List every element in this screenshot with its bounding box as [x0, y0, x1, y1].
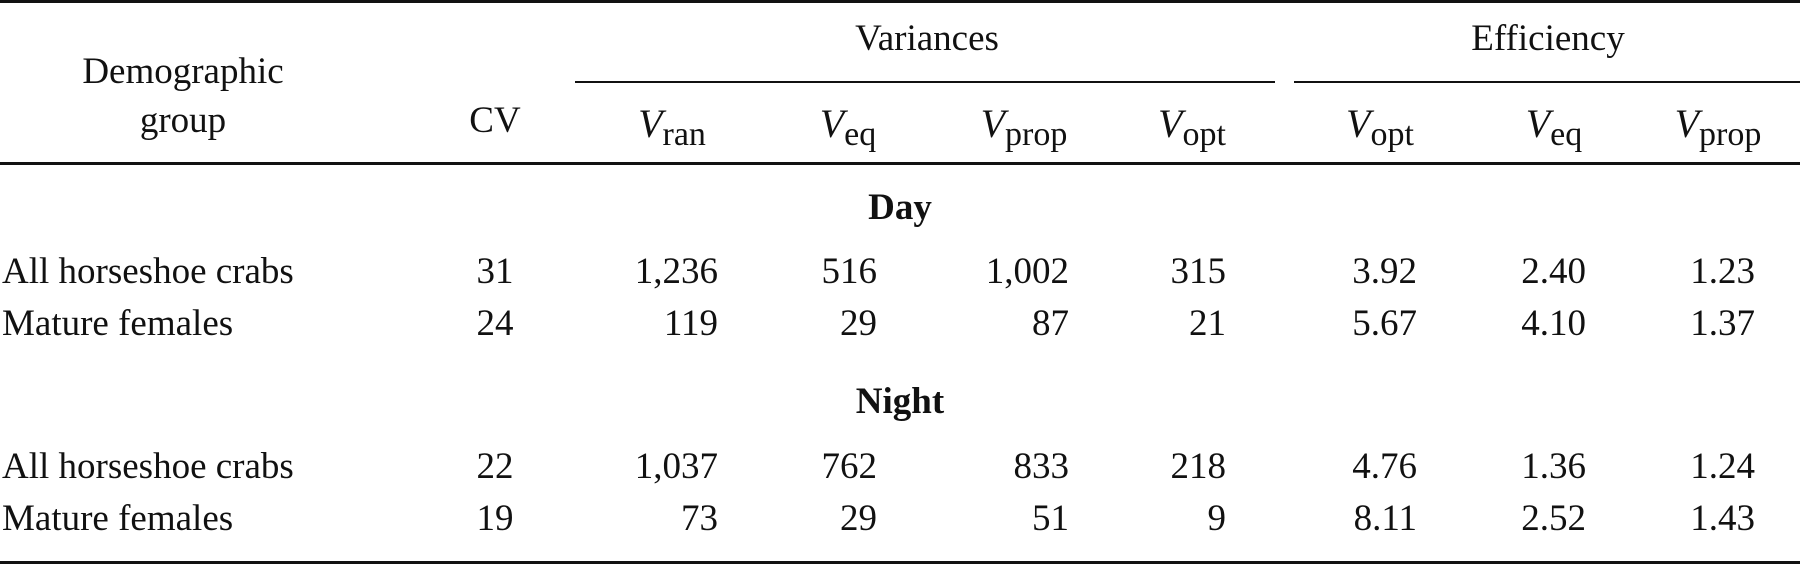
v-ran-cell: 1,236: [634, 251, 718, 292]
eff-v-prop-cell: 1.43: [1690, 498, 1755, 539]
row-label: Mature females: [2, 498, 234, 539]
eff-v-eq-cell: 2.40: [1521, 251, 1586, 292]
v-opt-cell: 218: [1170, 446, 1227, 487]
header-bottom-rule: [0, 162, 1800, 165]
demographic-header-line2: group: [139, 100, 227, 141]
header-v-eq: Veq: [819, 101, 877, 153]
top-rule: [0, 0, 1800, 3]
section-title-day: Day: [868, 187, 932, 228]
header-eff-v-opt: Vopt: [1346, 101, 1414, 153]
v-eq-cell: 29: [840, 303, 877, 344]
header-v-ran: Vran: [638, 101, 706, 153]
v-opt-cell: 315: [1170, 251, 1227, 292]
cv-header: CV: [469, 100, 521, 141]
demographic-header-line1: Demographic: [82, 51, 284, 92]
v-prop-cell: 51: [1032, 498, 1069, 539]
v-prop-cell: 1,002: [985, 251, 1069, 292]
eff-v-eq-cell: 2.52: [1521, 498, 1586, 539]
cv-cell: 31: [476, 251, 514, 292]
header-eff-v-prop: Vprop: [1674, 101, 1762, 153]
cv-cell: 22: [476, 446, 514, 487]
v-opt-cell: 9: [1207, 498, 1227, 539]
variances-group-rule: [575, 81, 1275, 83]
header-eff-v-eq: Veq: [1525, 101, 1583, 153]
eff-v-opt-cell: 3.92: [1352, 251, 1417, 292]
eff-v-prop-cell: 1.24: [1690, 446, 1755, 487]
cv-cell: 19: [476, 498, 514, 539]
v-eq-cell: 762: [821, 446, 878, 487]
header-v-opt: Vopt: [1158, 101, 1226, 153]
eff-v-eq-cell: 1.36: [1521, 446, 1586, 487]
v-eq-cell: 516: [821, 251, 878, 292]
v-ran-cell: 73: [681, 498, 718, 539]
header-v-prop: Vprop: [980, 101, 1068, 153]
row-label: All horseshoe crabs: [2, 446, 294, 487]
eff-v-opt-cell: 5.67: [1352, 303, 1417, 344]
variances-group-header: Variances: [855, 18, 999, 59]
v-ran-cell: 119: [663, 303, 718, 344]
eff-v-opt-cell: 8.11: [1353, 498, 1417, 539]
row-label: Mature females: [2, 303, 234, 344]
v-ran-cell: 1,037: [634, 446, 718, 487]
efficiency-group-rule: [1294, 81, 1800, 83]
efficiency-group-header: Efficiency: [1471, 18, 1625, 59]
v-opt-cell: 21: [1189, 303, 1226, 344]
v-eq-cell: 29: [840, 498, 877, 539]
eff-v-prop-cell: 1.37: [1690, 303, 1755, 344]
eff-v-eq-cell: 4.10: [1521, 303, 1586, 344]
eff-v-prop-cell: 1.23: [1690, 251, 1755, 292]
eff-v-opt-cell: 4.76: [1352, 446, 1417, 487]
section-title-night: Night: [855, 381, 945, 422]
bottom-rule: [0, 561, 1800, 564]
cv-cell: 24: [476, 303, 514, 344]
row-label: All horseshoe crabs: [2, 251, 294, 292]
v-prop-cell: 87: [1032, 303, 1069, 344]
v-prop-cell: 833: [1013, 446, 1070, 487]
